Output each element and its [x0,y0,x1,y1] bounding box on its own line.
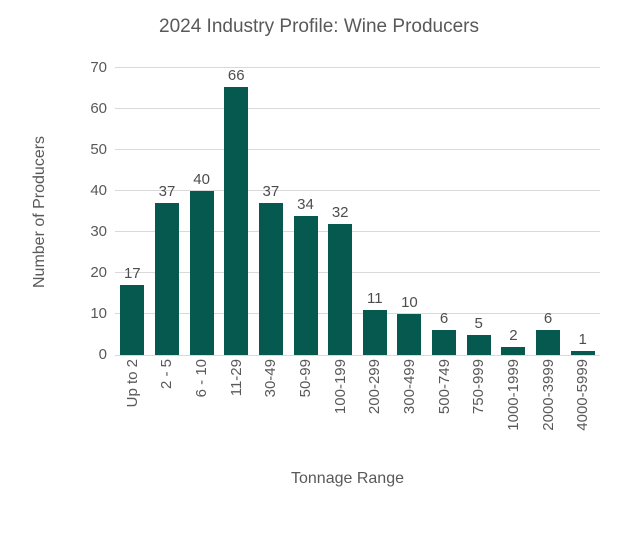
bar [258,203,283,355]
x-tick-label: 500-749 [435,359,453,415]
y-tick-label: 20 [90,264,107,281]
x-tick-label: 2000-3999 [539,359,557,431]
x-axis-title: Tonnage Range [291,470,404,487]
bar-slot: 11 [357,68,392,355]
bar [466,334,491,355]
gridline [115,108,600,109]
bar-value-label: 6 [543,310,553,328]
bar-slot: 10 [392,68,427,355]
y-tick-label: 10 [90,305,107,322]
bar-series: 17 37 40 66 37 34 32 11 10 6 5 2 6 1 [115,68,600,355]
x-slot: 1000-1999 [496,359,531,469]
bar-slot: 17 [115,68,150,355]
bar-value-label: 10 [401,294,418,311]
gridline [115,190,600,191]
chart-title: 2024 Industry Profile: Wine Producers [159,16,479,37]
bar-slot: 37 [254,68,289,355]
bar [397,314,422,355]
bar-value-label: 37 [158,183,176,201]
x-tick-label: 2 - 5 [158,359,176,390]
x-slot: Up to 2 [115,359,150,469]
x-slot: 2000-3999 [531,359,566,469]
x-tick-label: 11-29 [227,359,245,397]
bar-slot: 34 [288,68,323,355]
gridline [115,67,600,68]
bar [570,350,595,355]
bar [432,330,457,355]
plot-area [115,67,600,356]
gridline [115,355,600,356]
bar [501,346,526,355]
x-slot: 300-499 [392,359,427,469]
bar-value-label: 6 [439,310,449,328]
y-tick-label: 40 [90,182,107,199]
bar-slot: 1 [565,68,600,355]
x-tick-label: 750-999 [470,359,488,415]
bar-value-label: 66 [227,67,245,84]
x-tick-label: 200-299 [366,359,384,415]
bar [328,223,353,355]
y-tick-label: 0 [98,346,107,363]
gridline [115,313,600,314]
x-slot: 11-29 [219,359,254,469]
bar-value-label: 1 [578,330,587,348]
bar-slot: 32 [323,68,358,355]
gridline [115,272,600,273]
bar-value-label: 34 [297,195,314,213]
bar [293,215,318,355]
bar-slot: 66 [219,68,254,355]
bar-slot: 6 [427,68,462,355]
bar [120,285,145,355]
bar [189,191,214,355]
bar-value-label: 17 [123,265,141,283]
x-slot: 4000-5999 [565,359,600,469]
x-slot: 2 - 5 [150,359,185,469]
bar-value-label: 37 [262,183,280,201]
bar [362,309,387,355]
bar-slot: 37 [150,68,185,355]
x-tick-label: Up to 2 [123,359,141,408]
gridline [115,149,600,150]
x-slot: 50-99 [288,359,323,469]
x-tick-label: 100-199 [331,359,349,415]
bar-value-label: 40 [193,171,210,188]
y-tick-label: 30 [90,223,107,240]
bar-slot: 6 [531,68,566,355]
x-slot: 6 - 10 [184,359,219,469]
gridline [115,231,600,232]
x-slot: 30-49 [254,359,289,469]
y-tick-label: 50 [90,141,107,158]
bar-value-label: 5 [474,314,483,332]
x-slot: 500-749 [427,359,462,469]
y-axis-ticks: 0 10 20 30 40 50 60 70 [0,60,107,363]
x-tick-label: 50-99 [297,359,315,398]
bar-value-label: 2 [509,326,518,344]
bar-value-label: 32 [331,203,349,221]
bar [536,330,560,355]
x-slot: 750-999 [461,359,496,469]
bar [154,203,179,355]
x-axis-ticks: Up to 2 2 - 5 6 - 10 11-29 30-49 50-99 100-199… [115,359,600,469]
x-slot: 100-199 [323,359,358,469]
x-slot: 200-299 [357,359,392,469]
x-tick-label: 4000-5999 [574,359,592,431]
x-tick-label: 6 - 10 [193,359,211,398]
bar [224,87,249,355]
bar-slot: 40 [184,68,219,355]
bar-slot: 2 [496,68,531,355]
x-tick-label: 1000-1999 [504,359,522,431]
bar-slot: 5 [461,68,496,355]
y-tick-label: 60 [90,100,107,117]
x-tick-label: 300-499 [400,359,418,415]
x-tick-label: 30-49 [262,359,280,398]
bar-value-label: 11 [367,289,383,307]
y-tick-label: 70 [90,59,107,76]
